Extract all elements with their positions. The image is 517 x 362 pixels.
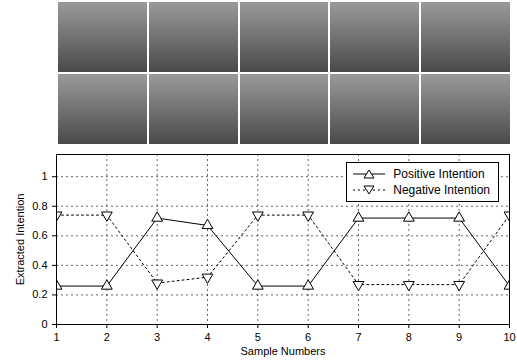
svg-text:8: 8 bbox=[406, 331, 412, 343]
html-text:Positive Intention: Positive Intention bbox=[393, 167, 485, 181]
svg-text:7: 7 bbox=[355, 331, 361, 343]
html-text:Negative Intention: Negative Intention bbox=[393, 183, 490, 197]
svg-text:10: 10 bbox=[503, 331, 515, 343]
svg-text:9: 9 bbox=[456, 331, 462, 343]
svg-text:0.2: 0.2 bbox=[32, 288, 47, 300]
svg-text:1: 1 bbox=[53, 331, 59, 343]
svg-text:0.4: 0.4 bbox=[32, 259, 47, 271]
svg-text:6: 6 bbox=[305, 331, 311, 343]
svg-text:0: 0 bbox=[41, 318, 47, 330]
svg-text:5: 5 bbox=[255, 331, 261, 343]
svg-text:1: 1 bbox=[41, 170, 47, 182]
svg-text:2: 2 bbox=[104, 331, 110, 343]
svg-text:0.6: 0.6 bbox=[32, 229, 47, 241]
svg-text:0.8: 0.8 bbox=[32, 200, 47, 212]
svg-text:4: 4 bbox=[204, 331, 210, 343]
svg-text:Sample Numbers: Sample Numbers bbox=[241, 345, 326, 357]
svg-text:Extracted Intention: Extracted Intention bbox=[14, 194, 26, 286]
svg-text:3: 3 bbox=[154, 331, 160, 343]
